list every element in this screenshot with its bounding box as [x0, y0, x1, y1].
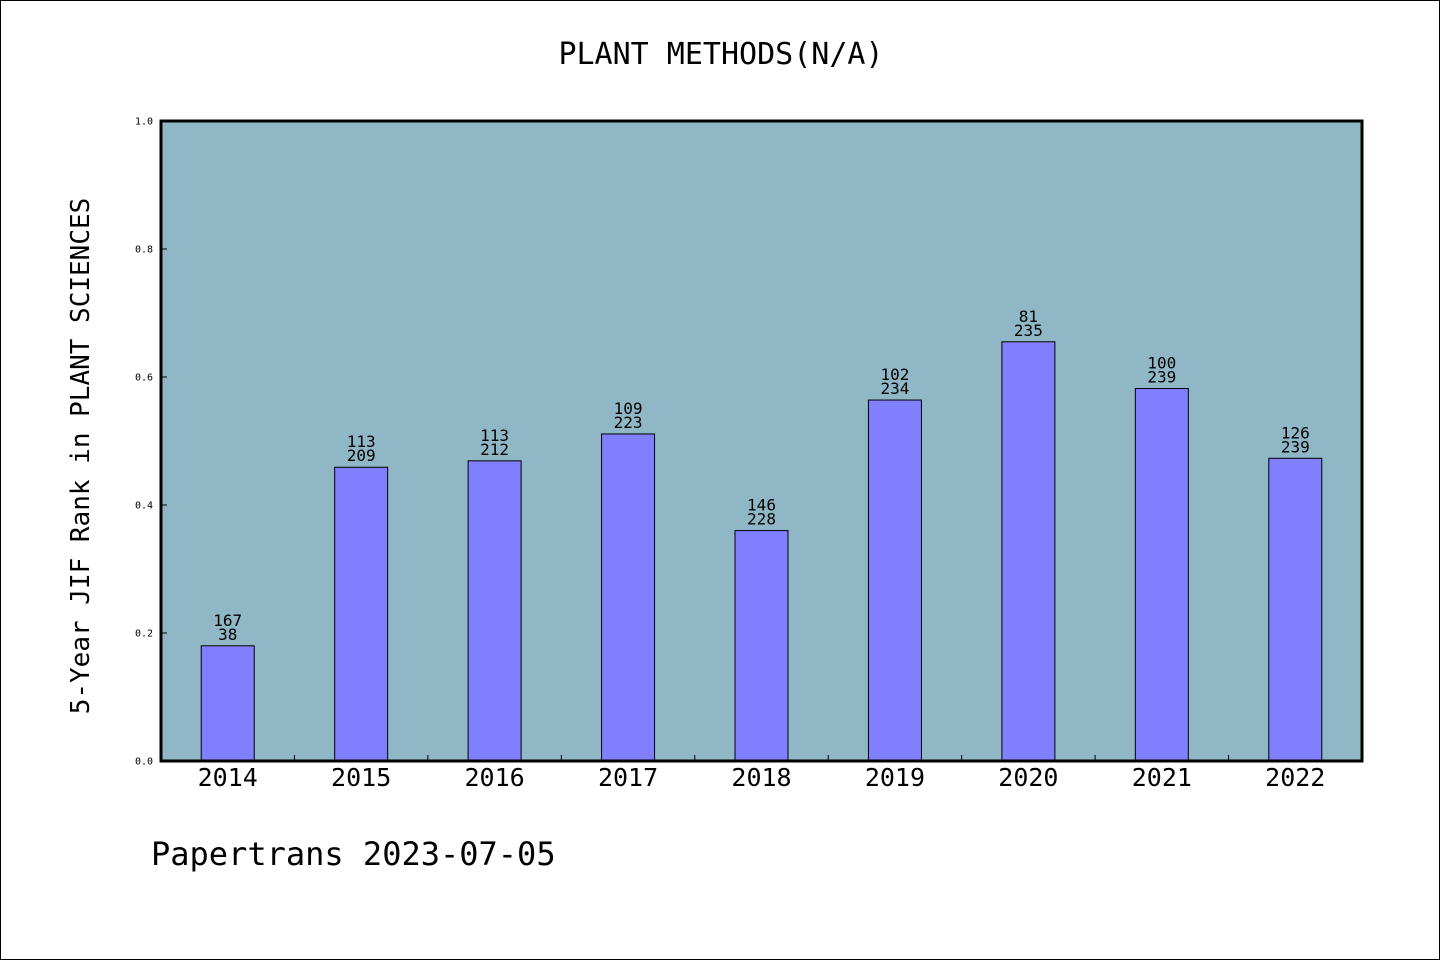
bar-label-rank: 126 [1281, 423, 1310, 442]
bar-label-rank: 102 [880, 365, 909, 384]
y-tick-label: 0.6 [135, 373, 153, 384]
y-tick-label: 0.4 [135, 501, 153, 512]
x-tick-label: 2020 [998, 763, 1058, 792]
bar-label-total: 235 [1014, 321, 1043, 340]
x-tick-label: 2015 [331, 763, 391, 792]
bar-label-total: 228 [747, 510, 776, 529]
x-tick-label: 2018 [731, 763, 791, 792]
y-tick-label: 0.8 [135, 245, 153, 256]
y-tick-label: 0.0 [135, 757, 153, 768]
bar [601, 433, 656, 762]
plot-frame [159, 119, 1364, 763]
bar-label-rank: 113 [347, 432, 376, 451]
footer-note: Papertrans 2023-07-05 [151, 835, 556, 873]
bar [467, 460, 522, 762]
bar-label-total: 38 [218, 625, 237, 644]
bar-label-total: 239 [1281, 437, 1310, 456]
x-tick-label: 2017 [598, 763, 658, 792]
bar [734, 530, 789, 762]
x-tick-label: 2016 [465, 763, 525, 792]
bar-label-total: 209 [347, 446, 376, 465]
bar-label-rank: 146 [747, 496, 776, 515]
x-tick-label: 2022 [1265, 763, 1325, 792]
bar-label-total: 212 [480, 440, 509, 459]
bar-label-rank: 167 [213, 611, 242, 630]
bar-label-rank: 109 [614, 399, 643, 418]
x-tick-label: 2014 [198, 763, 258, 792]
bar-label-rank: 81 [1019, 307, 1038, 326]
chart-title: PLANT METHODS(N/A) [558, 37, 884, 72]
bar-label-rank: 100 [1147, 354, 1176, 373]
x-tick-label: 2021 [1132, 763, 1192, 792]
x-tick-label: 2019 [865, 763, 925, 792]
bar-label-total: 223 [614, 413, 643, 432]
bar-label-total: 239 [1147, 368, 1176, 387]
bar-label-total: 234 [880, 379, 909, 398]
y-tick-label: 0.2 [135, 629, 153, 640]
bar [1134, 388, 1189, 762]
bar [200, 645, 255, 762]
y-tick-label: 1.0 [135, 117, 153, 128]
bar [1268, 457, 1323, 762]
bar-label-rank: 113 [480, 426, 509, 445]
bar [334, 466, 389, 762]
bar [867, 399, 922, 762]
bar [1001, 341, 1056, 762]
